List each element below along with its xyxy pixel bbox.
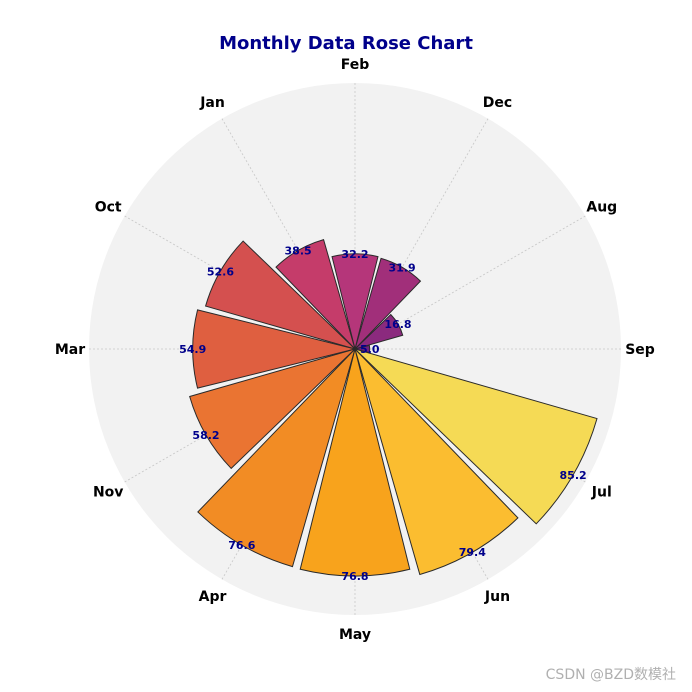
angular-label: Jun: [484, 589, 510, 605]
bar-jun: [354, 348, 519, 576]
angular-label: Feb: [341, 57, 370, 73]
bar-sep: [354, 344, 371, 354]
bar-mar: [192, 309, 356, 389]
bar-feb: [331, 253, 379, 350]
angular-label: Apr: [199, 589, 227, 605]
chart-title: Monthly Data Rose Chart: [219, 33, 473, 54]
angular-label: Dec: [483, 95, 512, 111]
bar-oct: [204, 240, 356, 350]
bar-jan: [275, 239, 356, 350]
bar-dec: [354, 257, 422, 350]
angular-label: Jul: [591, 485, 612, 501]
angular-label: Oct: [95, 200, 122, 216]
value-label: 85.2: [560, 469, 587, 482]
angular-labels: Sep Aug Dec Feb Jan Oct Mar Nov Apr May Jun Jul: [55, 57, 655, 643]
value-label: 58.2: [192, 429, 219, 442]
value-label: 79.4: [459, 546, 486, 559]
value-label: 32.2: [341, 248, 368, 261]
bar-nov: [189, 348, 356, 470]
value-label: 31.9: [389, 261, 416, 274]
angular-label: Mar: [55, 342, 85, 358]
bar-may: [299, 348, 411, 577]
value-label: 52.6: [207, 265, 234, 278]
angular-label: May: [339, 627, 371, 643]
value-label: 54.9: [179, 343, 206, 356]
bar-jul: [354, 348, 598, 525]
value-label: 5.0: [360, 343, 380, 356]
value-labels: 5.0 16.8 31.9 32.2 38.5 52.6 54.9 58.2 76.6 76.8 7…: [179, 245, 587, 584]
angular-label: Aug: [586, 200, 617, 216]
angular-label: Jan: [199, 95, 225, 111]
value-label: 16.8: [384, 318, 411, 331]
angular-label: Sep: [625, 342, 655, 358]
bar-aug: [354, 313, 404, 350]
value-label: 76.8: [341, 570, 368, 583]
value-label: 38.5: [285, 245, 312, 258]
angular-label: Nov: [93, 485, 123, 501]
bars: [189, 239, 598, 577]
watermark: CSDN @BZD数模社: [545, 667, 676, 683]
bar-apr: [197, 348, 356, 568]
value-label: 76.6: [228, 539, 255, 552]
